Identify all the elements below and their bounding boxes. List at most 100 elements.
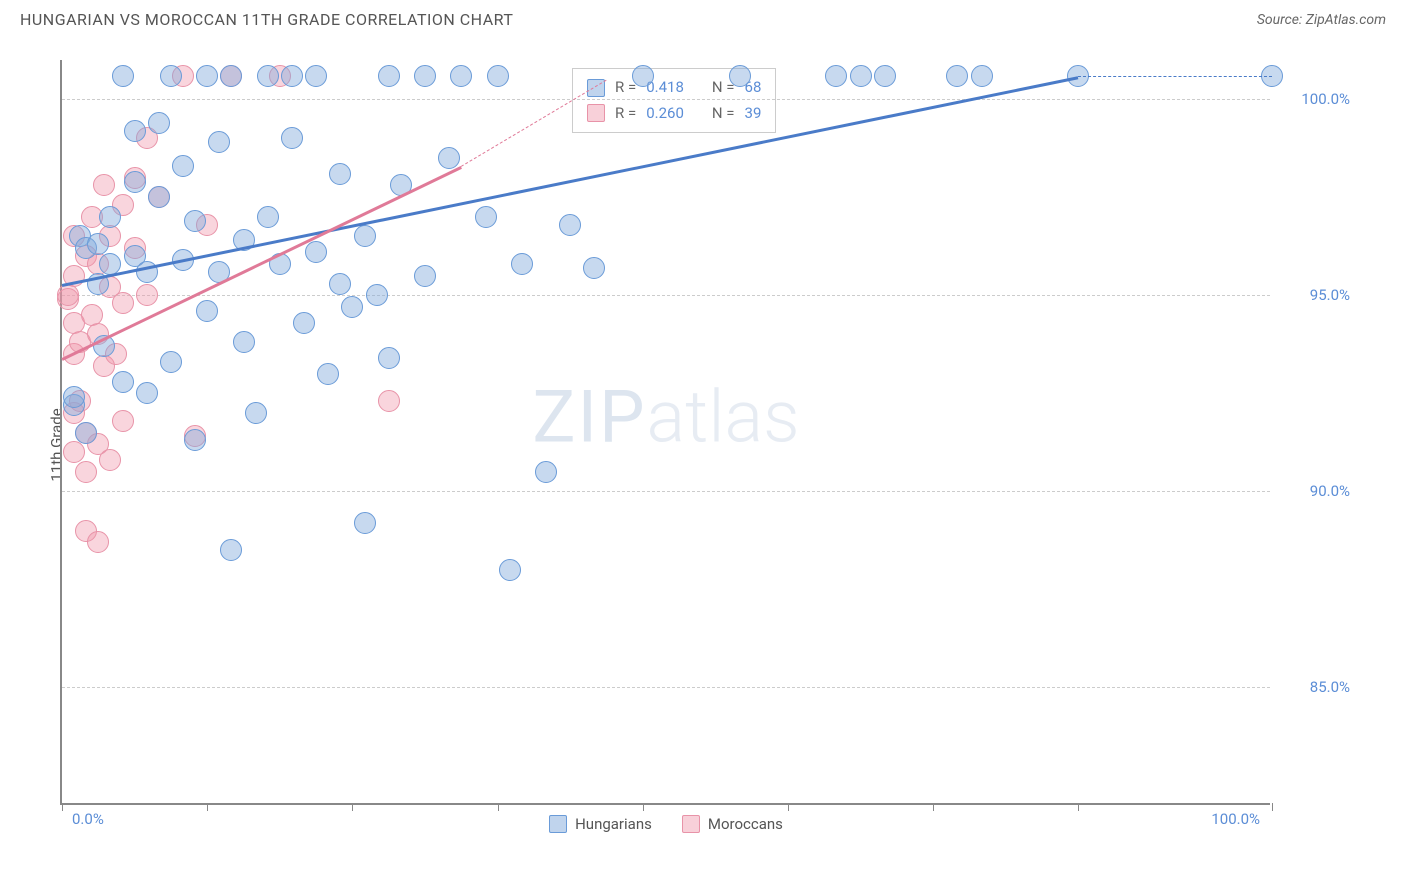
data-point-hungarian bbox=[535, 461, 557, 483]
data-point-hungarian bbox=[99, 206, 121, 228]
legend-bottom-item: Hungarians bbox=[549, 815, 652, 833]
data-point-hungarian bbox=[220, 65, 242, 87]
y-tick-label: 100.0% bbox=[1301, 90, 1350, 108]
data-point-hungarian bbox=[305, 241, 327, 263]
data-point-hungarian bbox=[112, 371, 134, 393]
data-point-hungarian bbox=[825, 65, 847, 87]
data-point-hungarian bbox=[366, 284, 388, 306]
data-point-hungarian bbox=[124, 171, 146, 193]
legend-r-label: R = bbox=[615, 101, 636, 127]
data-point-hungarian bbox=[414, 265, 436, 287]
data-point-hungarian bbox=[281, 65, 303, 87]
data-point-hungarian bbox=[196, 300, 218, 322]
data-point-hungarian bbox=[63, 386, 85, 408]
chart-container: 11th Grade ZIPatlas R =0.418N =68R =0.26… bbox=[50, 50, 1390, 840]
data-point-hungarian bbox=[245, 402, 267, 424]
x-tick bbox=[498, 803, 499, 811]
x-tick bbox=[933, 803, 934, 811]
data-point-moroccan bbox=[81, 304, 103, 326]
data-point-hungarian bbox=[293, 312, 315, 334]
y-tick-label: 90.0% bbox=[1310, 482, 1350, 500]
data-point-hungarian bbox=[317, 363, 339, 385]
data-point-hungarian bbox=[196, 65, 218, 87]
gridline bbox=[62, 491, 1270, 492]
legend-r-value: 0.260 bbox=[646, 101, 684, 127]
gridline bbox=[62, 687, 1270, 688]
data-point-moroccan bbox=[136, 284, 158, 306]
data-point-hungarian bbox=[414, 65, 436, 87]
plot-area: ZIPatlas R =0.418N =68R =0.260N =39 0.0%… bbox=[60, 60, 1270, 805]
watermark-atlas: atlas bbox=[647, 374, 800, 459]
legend-bottom-item: Moroccans bbox=[682, 815, 783, 833]
x-tick bbox=[788, 803, 789, 811]
data-point-hungarian bbox=[281, 127, 303, 149]
legend-swatch bbox=[682, 815, 700, 833]
data-point-hungarian bbox=[475, 206, 497, 228]
source-attribution: Source: ZipAtlas.com bbox=[1257, 12, 1386, 28]
y-tick-label: 85.0% bbox=[1310, 678, 1350, 696]
data-point-hungarian bbox=[450, 65, 472, 87]
data-point-hungarian bbox=[632, 65, 654, 87]
data-point-hungarian bbox=[354, 512, 376, 534]
data-point-hungarian bbox=[729, 65, 751, 87]
x-tick bbox=[1078, 803, 1079, 811]
data-point-hungarian bbox=[583, 257, 605, 279]
data-point-hungarian bbox=[160, 351, 182, 373]
x-tick bbox=[1272, 803, 1273, 811]
data-point-hungarian bbox=[208, 131, 230, 153]
legend-swatch bbox=[587, 104, 605, 122]
data-point-hungarian bbox=[329, 273, 351, 295]
data-point-hungarian bbox=[499, 559, 521, 581]
data-point-hungarian bbox=[124, 120, 146, 142]
y-tick-label: 95.0% bbox=[1310, 286, 1350, 304]
data-point-hungarian bbox=[233, 331, 255, 353]
data-point-hungarian bbox=[136, 382, 158, 404]
data-point-hungarian bbox=[172, 155, 194, 177]
gridline bbox=[62, 295, 1270, 296]
data-point-hungarian bbox=[438, 147, 460, 169]
data-point-hungarian bbox=[184, 210, 206, 232]
legend-n-value: 39 bbox=[745, 101, 762, 127]
data-point-hungarian bbox=[305, 65, 327, 87]
data-point-hungarian bbox=[971, 65, 993, 87]
legend-label: Moroccans bbox=[708, 815, 783, 833]
data-point-hungarian bbox=[148, 112, 170, 134]
trend-line bbox=[62, 76, 1079, 286]
legend-row: R = 0.260 N = 39 bbox=[587, 101, 761, 127]
watermark: ZIPatlas bbox=[532, 374, 799, 459]
data-point-moroccan bbox=[63, 441, 85, 463]
legend-swatch bbox=[549, 815, 567, 833]
x-tick bbox=[352, 803, 353, 811]
data-point-hungarian bbox=[354, 225, 376, 247]
data-point-hungarian bbox=[511, 253, 533, 275]
data-point-hungarian bbox=[378, 347, 400, 369]
data-point-moroccan bbox=[57, 284, 79, 306]
data-point-hungarian bbox=[487, 65, 509, 87]
data-point-hungarian bbox=[329, 163, 351, 185]
data-point-hungarian bbox=[946, 65, 968, 87]
data-point-hungarian bbox=[874, 65, 896, 87]
data-point-moroccan bbox=[93, 174, 115, 196]
data-point-moroccan bbox=[99, 449, 121, 471]
data-point-hungarian bbox=[341, 296, 363, 318]
data-point-moroccan bbox=[87, 531, 109, 553]
data-point-hungarian bbox=[148, 186, 170, 208]
data-point-moroccan bbox=[75, 461, 97, 483]
trend-line-extension bbox=[1078, 76, 1272, 77]
data-point-hungarian bbox=[378, 65, 400, 87]
data-point-moroccan bbox=[378, 390, 400, 412]
x-tick bbox=[643, 803, 644, 811]
data-point-hungarian bbox=[160, 65, 182, 87]
data-point-hungarian bbox=[220, 539, 242, 561]
data-point-hungarian bbox=[184, 429, 206, 451]
legend-label: Hungarians bbox=[575, 815, 652, 833]
legend-n-label: N = bbox=[712, 101, 735, 127]
data-point-hungarian bbox=[559, 214, 581, 236]
x-tick bbox=[62, 803, 63, 811]
data-point-moroccan bbox=[112, 410, 134, 432]
data-point-hungarian bbox=[87, 233, 109, 255]
gridline bbox=[62, 99, 1270, 100]
data-point-hungarian bbox=[75, 422, 97, 444]
watermark-zip: ZIP bbox=[532, 374, 646, 459]
data-point-hungarian bbox=[257, 206, 279, 228]
